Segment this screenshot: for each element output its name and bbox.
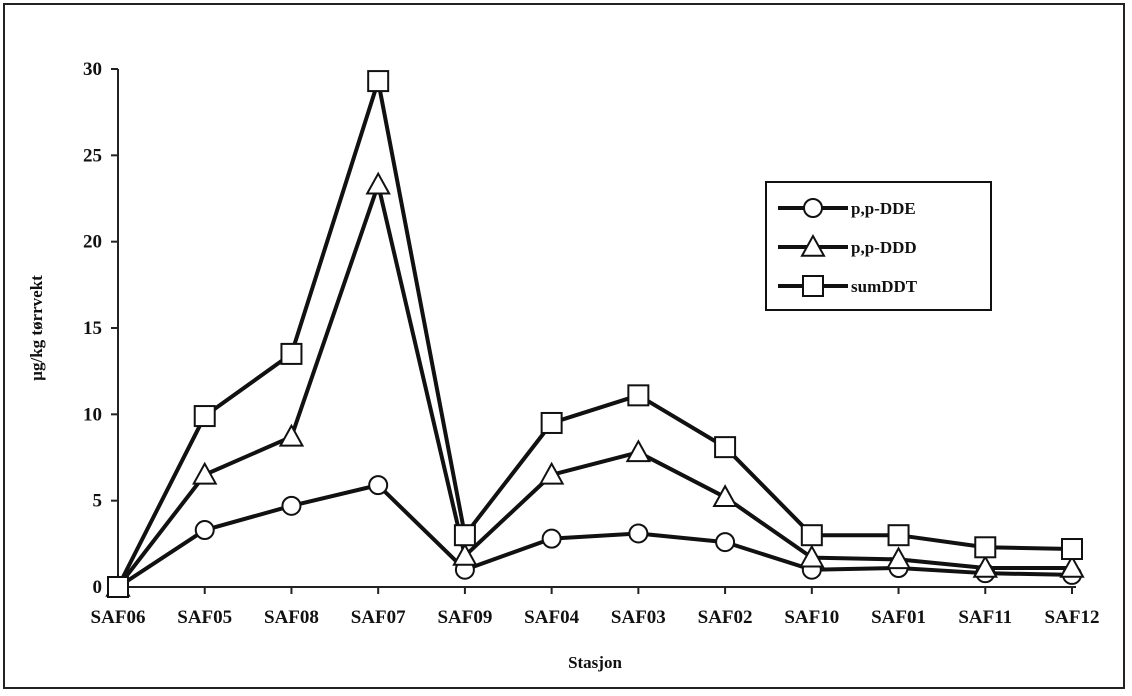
data-point [799,544,825,568]
x-tick-label: SAF10 [784,607,839,628]
x-tick-label: SAF04 [524,607,579,628]
y-tick-label: 0 [93,577,103,598]
legend-marker [803,198,823,218]
data-point [193,405,216,428]
data-point [628,523,649,544]
data-point [625,439,652,463]
data-point [712,484,738,508]
series-markers-square [107,70,1083,598]
legend-label: p,p-DDE [851,199,916,218]
y-tick-label: 15 [83,318,102,339]
legend: p,p-DDE p,p-DDD sumDDT [765,181,992,311]
x-tick-label: SAF12 [1045,607,1100,628]
data-point [627,384,650,407]
series-line [116,182,1072,589]
data-point [1059,554,1085,578]
legend-marker [802,275,824,297]
data-point [367,70,390,93]
axes: 0 5 10 15 20 25 30 SAF06 SAF05 SAF08 SAF07 SAF09 SAF… [83,59,1099,628]
data-point [280,342,303,365]
data-point [714,436,737,459]
legend-label: sumDDT [851,277,918,296]
x-tick-label: SAF05 [177,607,232,628]
x-tick-label: SAF02 [698,607,753,628]
data-point [192,461,218,485]
data-point [107,576,129,598]
data-point [452,542,478,566]
data-point [281,495,302,516]
x-tick-label: SAF09 [437,607,492,628]
data-point [800,524,823,547]
data-point [972,554,998,578]
x-tick-label: SAF03 [611,607,666,628]
data-point [453,524,476,547]
data-point [1061,538,1083,561]
x-tick-label: SAF08 [264,607,319,628]
x-tick-label: SAF01 [871,607,926,628]
y-tick-label: 5 [93,491,103,512]
x-tick-label: SAF11 [958,607,1012,628]
series-circle [116,483,1073,589]
series-triangle [116,182,1072,589]
data-point [194,520,215,541]
series-layer [105,70,1085,598]
x-axis-title: Stasjon [568,653,622,672]
x-tick-label: SAF06 [91,607,146,628]
x-tick-label: SAF07 [351,607,406,628]
data-point [974,536,997,559]
y-tick-label: 10 [83,404,102,425]
data-point [368,475,389,496]
data-point [540,411,563,434]
data-point [715,532,736,553]
data-point [541,528,562,549]
data-point [885,546,912,570]
data-point [538,461,565,485]
series-line [116,79,1073,588]
y-tick-label: 30 [83,59,102,80]
y-axis-title: µg/kg tørrvekt [27,275,46,381]
data-point [887,524,910,547]
legend-label: p,p-DDD [851,238,917,257]
y-tick-label: 25 [83,145,102,166]
data-point [365,171,391,195]
chart-frame [3,3,1125,689]
legend-marker [800,233,826,257]
data-point [278,423,305,447]
series-square [116,79,1073,588]
y-tick-label: 20 [83,232,102,253]
series-line [116,483,1073,589]
